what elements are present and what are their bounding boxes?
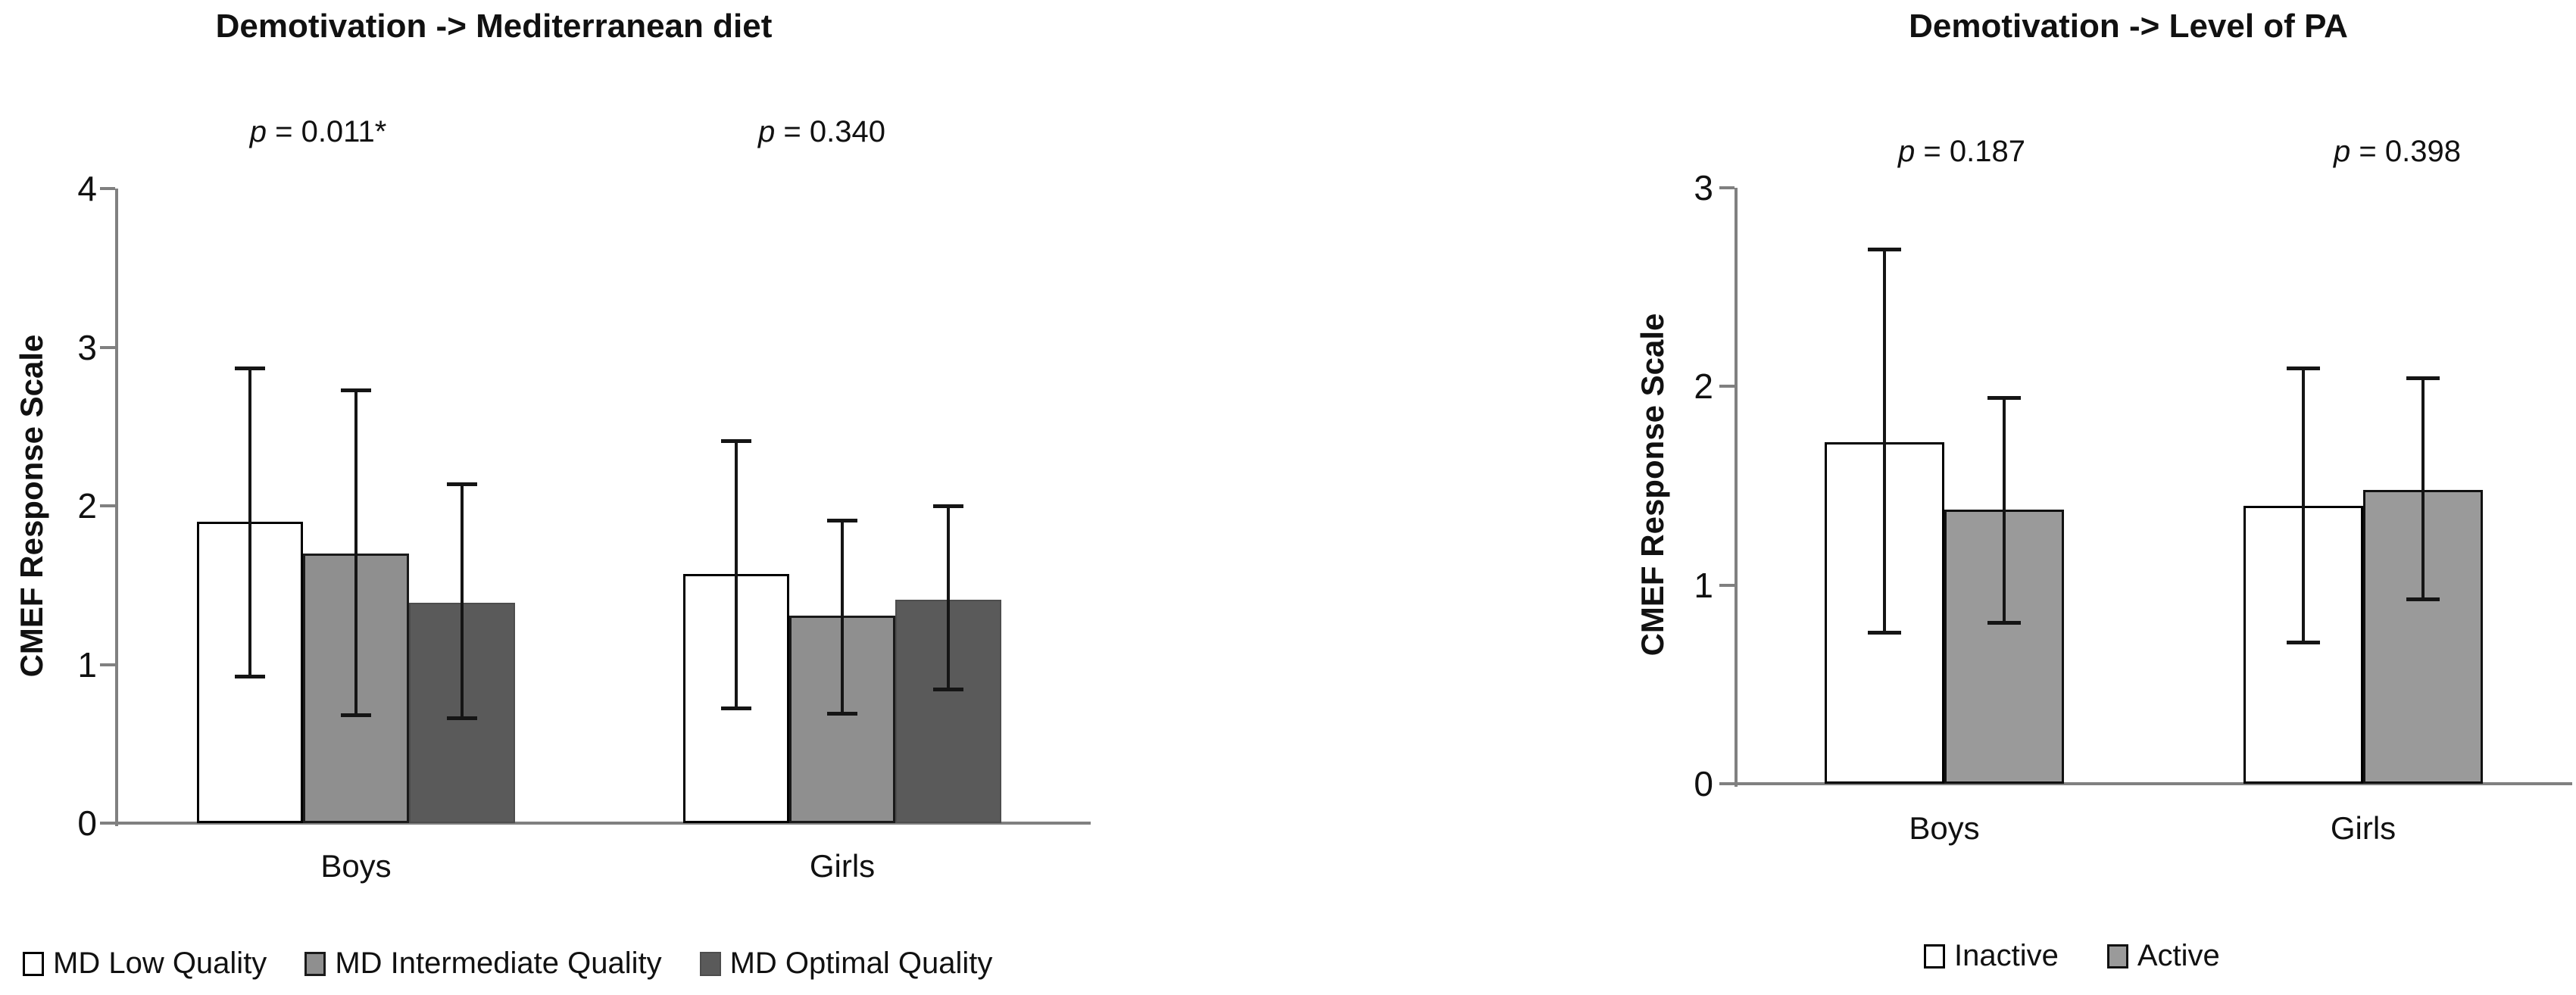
error-bar-cap-bottom	[447, 716, 477, 720]
error-bar-cap-top	[1868, 247, 1901, 251]
legend-swatch	[304, 951, 326, 976]
legend-swatch	[23, 951, 44, 976]
category-label-girls: Girls	[2330, 810, 2396, 846]
error-bar-cap-bottom	[1868, 631, 1901, 635]
chart-title: Demotivation -> Level of PA	[1909, 8, 2348, 45]
error-bar-cap-bottom	[827, 711, 857, 716]
legend-label: MD Optimal Quality	[729, 947, 993, 980]
error-bar-stem	[461, 482, 464, 720]
error-bar	[721, 439, 751, 711]
p-value-annotation: p = 0.011*	[197, 115, 439, 149]
y-tick-mark	[1719, 583, 1735, 587]
legend-swatch	[2106, 944, 2128, 968]
error-bar-cap-top	[2406, 376, 2440, 381]
p-symbol: p	[758, 115, 776, 148]
legend-item: Active	[2106, 939, 2220, 973]
legend-label: Inactive	[1954, 939, 2059, 972]
error-bar-cap-bottom	[721, 706, 751, 711]
error-bar-stem	[248, 366, 251, 679]
legend-swatch	[1924, 944, 1945, 968]
legend-label: MD Low Quality	[53, 947, 267, 980]
legend: MD Low Quality MD Intermediate Quality MD …	[23, 947, 992, 981]
y-axis-label: CMEF Response Scale	[1635, 313, 1670, 657]
p-value-annotation: p = 0.398	[2276, 135, 2518, 169]
category-label-boys: Boys	[1909, 810, 1980, 846]
legend-label: MD Intermediate Quality	[335, 947, 662, 980]
y-tick-mark	[100, 345, 115, 349]
legend-item: MD Intermediate Quality	[304, 947, 662, 981]
error-bar-cap-bottom	[341, 713, 371, 717]
y-tick-label: 1	[1694, 565, 1713, 605]
error-bar-stem	[354, 388, 358, 717]
error-bar-cap-bottom	[1987, 621, 2021, 625]
chart-title: Demotivation -> Mediterranean diet	[215, 8, 773, 45]
p-symbol: p	[2334, 135, 2351, 168]
y-tick-mark	[100, 504, 115, 507]
error-bar-cap-bottom	[2406, 597, 2440, 601]
y-tick-label: 3	[77, 327, 97, 367]
error-bar-cap-top	[933, 504, 963, 508]
p-symbol: p	[249, 115, 267, 148]
error-bar	[1868, 247, 1901, 635]
error-bar	[235, 366, 265, 679]
category-label-girls: Girls	[809, 848, 876, 884]
p-value-annotation: p = 0.187	[1841, 135, 2083, 169]
y-axis-line	[1735, 188, 1738, 787]
category-label-boys: Boys	[320, 848, 392, 884]
x-axis-line	[100, 822, 1091, 825]
error-bar-cap-top	[447, 482, 477, 486]
y-tick-label: 4	[77, 169, 97, 208]
error-bar-cap-top	[235, 366, 265, 370]
p-value-text: = 0.340	[775, 115, 885, 148]
y-tick-mark	[1719, 385, 1735, 388]
error-bar-cap-bottom	[235, 675, 265, 679]
y-tick-label: 0	[77, 803, 97, 843]
y-tick-mark	[100, 663, 115, 666]
error-bar-stem	[735, 439, 738, 711]
error-bar	[341, 388, 371, 717]
error-bar-cap-top	[827, 518, 857, 522]
legend-item: Inactive	[1924, 939, 2059, 973]
error-bar-stem	[947, 504, 950, 692]
y-tick-label: 0	[1694, 764, 1713, 803]
x-axis-line	[1719, 782, 2572, 785]
error-bar	[447, 482, 477, 720]
error-bar-cap-top	[2287, 366, 2320, 371]
error-bar	[1987, 396, 2021, 625]
y-tick-mark	[100, 187, 115, 190]
error-bar-stem	[2421, 376, 2425, 601]
error-bar-cap-bottom	[2287, 641, 2320, 645]
y-tick-mark	[1719, 186, 1735, 189]
error-bar	[2287, 366, 2320, 645]
p-value-text: = 0.398	[2350, 135, 2461, 168]
y-axis-line	[115, 189, 118, 826]
error-bar-stem	[2003, 396, 2006, 625]
legend-label: Active	[2137, 939, 2220, 972]
legend: Inactive Active	[1924, 939, 2220, 973]
error-bar-cap-top	[1987, 396, 2021, 401]
p-value-text: = 0.011*	[266, 115, 387, 148]
y-tick-label: 3	[1694, 168, 1713, 207]
error-bar	[827, 518, 857, 716]
p-symbol: p	[1898, 135, 1916, 168]
y-tick-label: 1	[77, 644, 97, 685]
error-bar-stem	[1883, 247, 1886, 635]
y-tick-label: 2	[77, 486, 97, 526]
error-bar-cap-top	[721, 439, 751, 443]
legend-item: MD Low Quality	[23, 947, 267, 981]
error-bar	[2406, 376, 2440, 601]
p-value-annotation: p = 0.340	[701, 115, 943, 149]
error-bar-cap-bottom	[933, 688, 963, 692]
error-bar-stem	[841, 518, 844, 716]
p-value-text: = 0.187	[1915, 135, 2025, 168]
y-tick-label: 2	[1694, 366, 1713, 407]
legend-item: MD Optimal Quality	[699, 947, 993, 981]
error-bar-stem	[2302, 366, 2305, 645]
error-bar	[933, 504, 963, 692]
legend-swatch	[699, 951, 721, 976]
error-bar-cap-top	[341, 388, 371, 392]
